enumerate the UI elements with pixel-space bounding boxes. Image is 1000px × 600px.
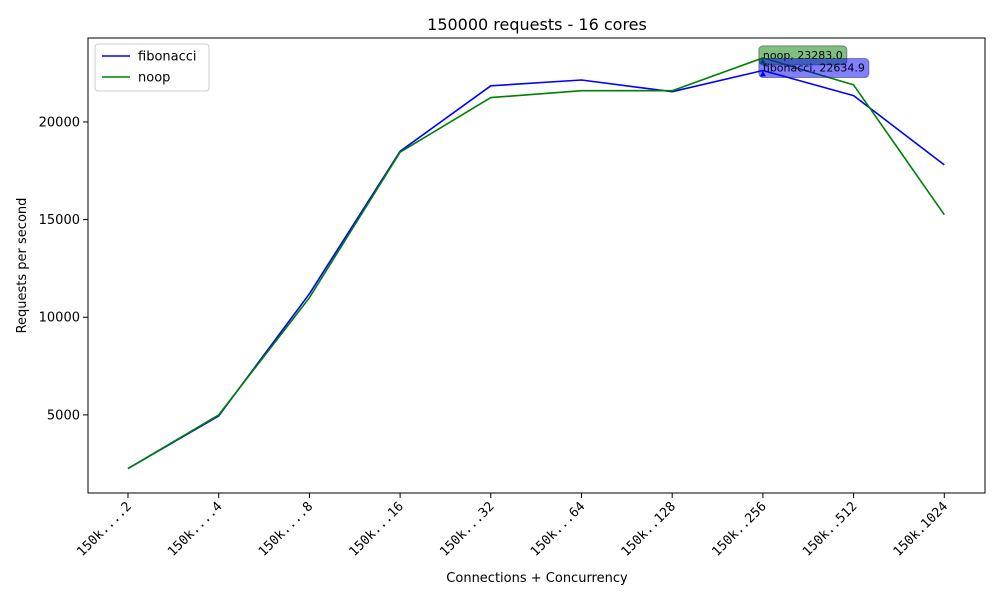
annotation-label: fibonacci, 22634.9 <box>763 62 865 75</box>
y-tick-label: 20000 <box>39 115 80 130</box>
legend: fibonacci noop <box>94 43 210 92</box>
legend-label-fibonacci: fibonacci <box>138 50 197 65</box>
x-axis-title: Connections + Concurrency <box>446 571 628 586</box>
chart-title: 150000 requests - 16 cores <box>427 15 647 34</box>
legend-label-noop: noop <box>138 71 170 86</box>
x-tick-label: 150k...32 <box>437 499 497 559</box>
x-tick-label: 150k..128 <box>619 499 679 559</box>
plot-area <box>87 37 986 494</box>
x-axis: 150k....2 150k....4 150k....8 150k...16 150k… <box>74 493 951 560</box>
x-tick-label: 150k....4 <box>165 499 226 560</box>
annotation-fibonacci: fibonacci, 22634.9 <box>758 58 870 79</box>
y-axis-title: Requests per second <box>15 198 30 334</box>
x-tick-label: 150k....8 <box>256 499 316 559</box>
annotation-box <box>758 58 870 79</box>
x-tick-label: 150k....2 <box>74 499 134 559</box>
y-tick-label: 10000 <box>39 311 80 326</box>
x-tick-label: 150k..256 <box>709 499 769 559</box>
y-tick-label: 5000 <box>47 408 80 423</box>
series-line-fibonacci <box>127 69 945 470</box>
x-tick-label: 150k..512 <box>800 499 860 559</box>
y-tick-label: 15000 <box>39 213 80 228</box>
x-tick-label: 150k.1024 <box>891 499 952 560</box>
y-axis: 5000 10000 15000 20000 <box>39 115 88 423</box>
x-tick-label: 150k...64 <box>528 499 589 560</box>
x-tick-label: 150k...16 <box>347 499 407 559</box>
